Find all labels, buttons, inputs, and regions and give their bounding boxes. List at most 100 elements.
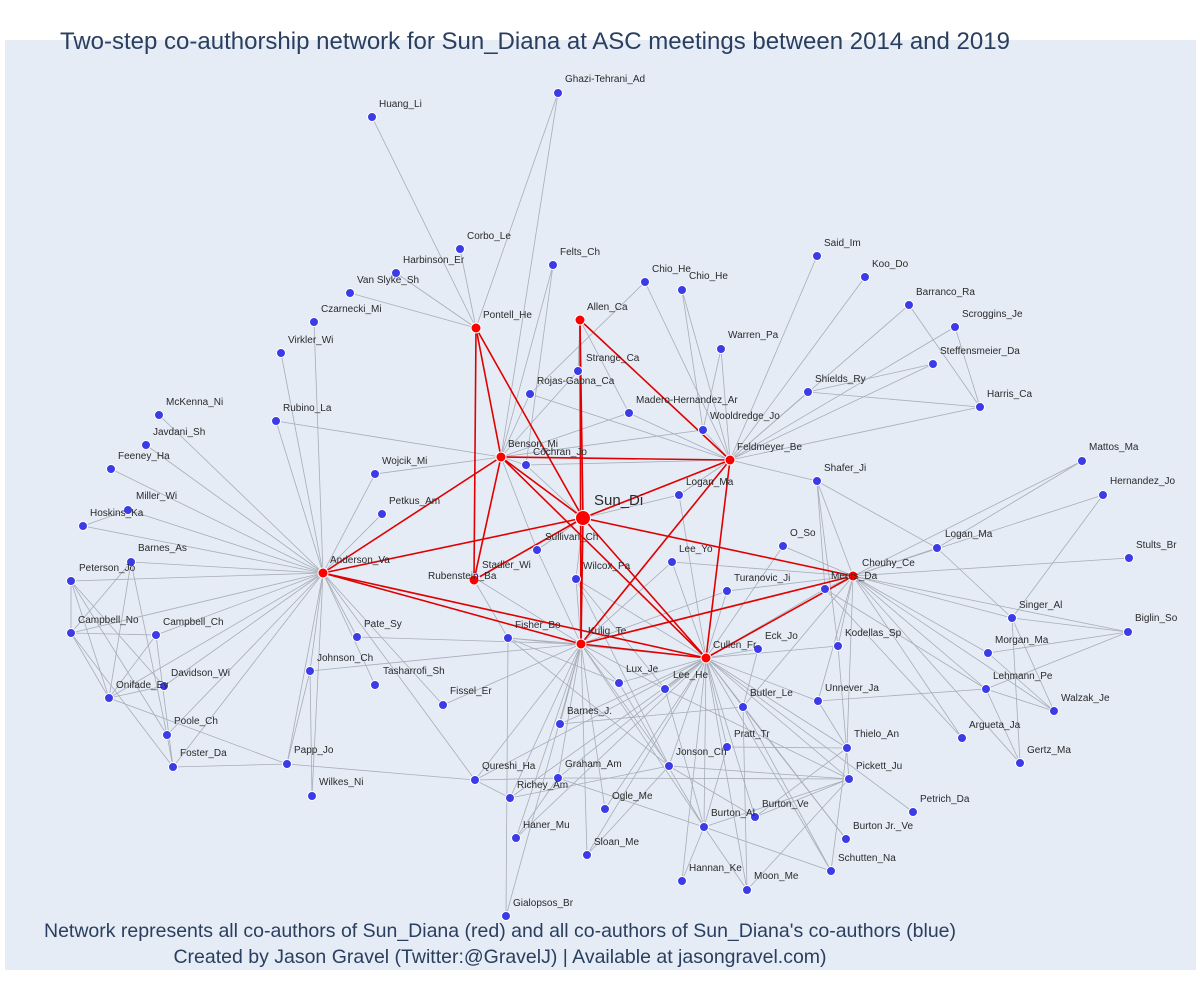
node-harbinson-er[interactable] (391, 268, 401, 278)
coauthor-node-benson-mi[interactable] (495, 451, 507, 463)
node-fissel-er[interactable] (438, 700, 448, 710)
node-burton-al[interactable] (699, 822, 709, 832)
node-shields-ry[interactable] (803, 387, 813, 397)
node-lee-yo[interactable] (667, 557, 677, 567)
node-miller-wi[interactable] (123, 505, 133, 515)
node-logan-ma[interactable] (932, 543, 942, 553)
node-graham-am[interactable] (553, 773, 563, 783)
node-morgan-ma[interactable] (983, 648, 993, 658)
node-hoskins-ka[interactable] (78, 521, 88, 531)
node-gertz-ma[interactable] (1015, 758, 1025, 768)
node-jonson-ch[interactable] (664, 761, 674, 771)
node-petkus-am[interactable] (377, 509, 387, 519)
node-wilcox-pa[interactable] (571, 574, 581, 584)
node-feeney-ha[interactable] (106, 464, 116, 474)
node-shafer-ji[interactable] (812, 476, 822, 486)
node-felts-ch[interactable] (548, 260, 558, 270)
node-moon-me[interactable] (742, 885, 752, 895)
node-mattos-ma[interactable] (1077, 456, 1087, 466)
node-madero-hernandez-ar[interactable] (624, 408, 634, 418)
node-pratt-tr[interactable] (722, 742, 732, 752)
node-warren-pa[interactable] (716, 344, 726, 354)
node-biglin-so[interactable] (1123, 627, 1133, 637)
node-ogle-me[interactable] (600, 804, 610, 814)
node-lehmann-pe[interactable] (981, 684, 991, 694)
coauthor-node-cullen-fr[interactable] (700, 652, 712, 664)
node-hannan-ke[interactable] (677, 876, 687, 886)
node-wooldredge-jo[interactable] (698, 425, 708, 435)
node-logan-ma[interactable] (674, 490, 684, 500)
node-burton-jr-ve[interactable] (841, 834, 851, 844)
node-cochran-jo[interactable] (521, 460, 531, 470)
node-hernandez-jo[interactable] (1098, 490, 1108, 500)
coauthor-node-chouhy-ce[interactable] (847, 570, 859, 582)
node-johnson-ch[interactable] (305, 666, 315, 676)
node-tasharrofi-sh[interactable] (370, 680, 380, 690)
node-eck-jo[interactable] (753, 644, 763, 654)
node-schutten-na[interactable] (826, 866, 836, 876)
coauthor-node-rubenstein-ba[interactable] (468, 574, 480, 586)
node-said-im[interactable] (812, 251, 822, 261)
node-richey-am[interactable] (505, 793, 515, 803)
node-unnever-ja[interactable] (813, 696, 823, 706)
node-petrich-da[interactable] (908, 807, 918, 817)
node-lee-he[interactable] (660, 684, 670, 694)
node-van-slyke-sh[interactable] (345, 288, 355, 298)
node-fisher-bo[interactable] (503, 633, 513, 643)
node-davidson-wi[interactable] (159, 681, 169, 691)
node-haner-mu[interactable] (511, 833, 521, 843)
node-chio-he[interactable] (677, 285, 687, 295)
node-poole-ch[interactable] (162, 730, 172, 740)
node-rojas-gaona-ca[interactable] (525, 389, 535, 399)
node-o-so[interactable] (778, 541, 788, 551)
node-onifade-ey[interactable] (104, 693, 114, 703)
node-thielo-an[interactable] (842, 743, 852, 753)
node-czarnecki-mi[interactable] (309, 317, 319, 327)
node-virkler-wi[interactable] (276, 348, 286, 358)
coauthor-node-pontell-he[interactable] (470, 322, 482, 334)
node-corbo-le[interactable] (455, 244, 465, 254)
node-turanovic-ji[interactable] (722, 586, 732, 596)
node-huang-li[interactable] (367, 112, 377, 122)
node-qureshi-ha[interactable] (470, 775, 480, 785)
node-foster-da[interactable] (168, 762, 178, 772)
node-sullivan-ch[interactable] (532, 545, 542, 555)
center-node-sun-di[interactable] (575, 510, 591, 526)
node-lux-je[interactable] (614, 678, 624, 688)
node-stults-br[interactable] (1124, 553, 1134, 563)
coauthor-node-kulig-te[interactable] (575, 638, 587, 650)
node-ghazi-tehrani-ad[interactable] (553, 88, 563, 98)
node-campbell-ch[interactable] (151, 630, 161, 640)
node-gialopsos-br[interactable] (501, 911, 511, 921)
node-singer-al[interactable] (1007, 613, 1017, 623)
node-barnes-as[interactable] (126, 557, 136, 567)
coauthor-node-allen-ca[interactable] (574, 314, 586, 326)
node-campbell-no[interactable] (66, 628, 76, 638)
node-mckenna-ni[interactable] (154, 410, 164, 420)
node-steffensmeier-da[interactable] (928, 359, 938, 369)
node-kodellas-sp[interactable] (833, 641, 843, 651)
node-argueta-ja[interactable] (957, 733, 967, 743)
coauthor-node-feldmeyer-be[interactable] (724, 454, 736, 466)
node-barranco-ra[interactable] (904, 300, 914, 310)
coauthor-node-anderson-va[interactable] (317, 567, 329, 579)
node-chio-he[interactable] (640, 277, 650, 287)
node-rubino-la[interactable] (271, 416, 281, 426)
node-papp-jo[interactable] (282, 759, 292, 769)
node-sloan-me[interactable] (582, 850, 592, 860)
node-burton-ve[interactable] (750, 812, 760, 822)
node-wojcik-mi[interactable] (370, 469, 380, 479)
node-peterson-jo[interactable] (66, 576, 76, 586)
node-pate-sy[interactable] (352, 632, 362, 642)
node-harris-ca[interactable] (975, 402, 985, 412)
node-barnes-j[interactable] (555, 719, 565, 729)
node-walzak-je[interactable] (1049, 706, 1059, 716)
node-wilkes-ni[interactable] (307, 791, 317, 801)
node-pickett-ju[interactable] (844, 774, 854, 784)
node-strange-ca[interactable] (573, 366, 583, 376)
node-scroggins-je[interactable] (950, 322, 960, 332)
node-koo-do[interactable] (860, 272, 870, 282)
node-meers-da[interactable] (820, 584, 830, 594)
node-butler-le[interactable] (738, 702, 748, 712)
node-javdani-sh[interactable] (141, 440, 151, 450)
